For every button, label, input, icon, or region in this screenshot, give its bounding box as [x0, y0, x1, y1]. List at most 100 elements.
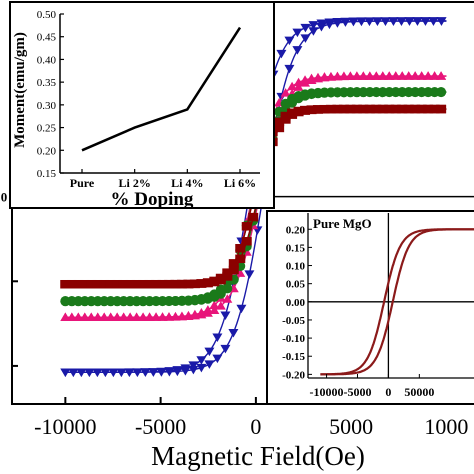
pure-mgo-y-tick-label: -0.15 — [282, 351, 305, 363]
data-point — [73, 279, 84, 289]
data-point — [340, 17, 351, 27]
data-point — [92, 279, 103, 289]
data-point — [66, 312, 77, 322]
data-point — [118, 312, 129, 321]
data-point — [112, 279, 123, 289]
data-point — [86, 312, 97, 322]
data-point — [308, 27, 319, 36]
data-point — [423, 104, 434, 114]
data-point — [319, 104, 330, 114]
data-point — [358, 104, 369, 114]
doping-inset-chart: 0.15 0.20 0.25 0.30 0.35 0.40 0.45 0.50 Pure Li … — [9, 1, 275, 210]
data-point — [412, 17, 423, 26]
data-point — [403, 71, 414, 80]
data-point — [140, 368, 151, 377]
data-point — [364, 17, 375, 26]
pure-mgo-x-tick-label: -5000 — [343, 385, 371, 399]
data-point — [76, 368, 87, 378]
data-point — [241, 222, 252, 231]
data-point — [316, 19, 327, 28]
data-point — [99, 279, 110, 289]
data-point — [204, 347, 215, 357]
data-point — [105, 279, 116, 289]
main-x-tick-label: -10000 — [34, 414, 96, 439]
data-point — [215, 284, 226, 295]
data-point — [390, 71, 401, 80]
data-point — [280, 88, 291, 97]
data-point — [196, 356, 207, 365]
data-point — [429, 71, 440, 80]
data-point — [236, 304, 247, 314]
data-point — [157, 312, 168, 321]
data-point — [356, 17, 367, 26]
data-point — [138, 279, 149, 289]
data-point — [287, 81, 298, 91]
pure-mgo-inset-chart: 0.20 0.15 0.10 0.05 0.00 -0.05 -0.10 -0.15 -0.20… — [266, 210, 474, 405]
doping-inset-x-tick-label: Li 4% — [171, 176, 203, 190]
data-point — [248, 212, 259, 222]
data-point — [377, 104, 388, 114]
data-point — [108, 368, 119, 377]
data-point — [332, 104, 343, 114]
data-point — [209, 300, 220, 309]
data-point — [428, 17, 439, 26]
data-point — [397, 104, 408, 114]
data-point — [338, 104, 349, 114]
data-point — [151, 312, 162, 321]
data-point — [292, 28, 303, 38]
data-point — [68, 368, 79, 378]
data-point — [410, 71, 421, 80]
data-point — [138, 312, 149, 321]
data-point — [319, 72, 330, 81]
data-point — [172, 366, 183, 375]
data-point — [345, 71, 356, 80]
main-series-triangle-down — [60, 17, 447, 378]
pure-mgo-y-tick-label: 0.00 — [286, 297, 306, 309]
data-point — [202, 278, 213, 287]
doping-inset-x-label: % Doping — [111, 189, 194, 210]
data-point — [404, 17, 415, 26]
data-point — [384, 104, 395, 114]
data-point — [188, 365, 199, 375]
data-point — [164, 367, 175, 376]
pure-mgo-y-tick-label: 0.15 — [286, 242, 306, 254]
doping-inset-series — [81, 26, 242, 152]
data-point — [220, 344, 231, 354]
main-x-tick-label: -5000 — [135, 414, 186, 439]
data-point — [325, 71, 336, 81]
data-point — [202, 305, 213, 314]
data-point — [384, 71, 395, 80]
pure-mgo-x-tick-label: -10000 — [310, 385, 344, 399]
doping-inset-y-tick-label: 0.50 — [37, 9, 57, 21]
data-point — [371, 104, 382, 114]
data-point — [287, 108, 298, 118]
data-point — [436, 71, 447, 80]
data-point — [180, 364, 191, 373]
data-point — [156, 367, 167, 377]
data-point — [73, 312, 84, 322]
pure-mgo-x-tick-label: 0 — [385, 385, 391, 399]
data-point — [60, 312, 71, 322]
data-point — [188, 361, 199, 370]
pure-mgo-y-tick-label: -0.10 — [282, 333, 305, 345]
data-point — [176, 279, 187, 289]
pure-mgo-y-tick-label: 0.05 — [286, 279, 306, 291]
data-point — [423, 71, 434, 80]
doping-inset-y-tick-label: 0.35 — [37, 77, 57, 89]
pure-mgo-inset-series — [320, 228, 474, 376]
data-point — [151, 279, 162, 289]
data-point — [144, 279, 155, 289]
data-point — [436, 104, 447, 114]
data-point — [429, 104, 440, 114]
pure-mgo-x-tick-label: 50000 — [404, 385, 434, 399]
data-point — [348, 17, 359, 27]
doping-inset-axes — [59, 14, 260, 174]
data-point — [292, 46, 303, 55]
data-point — [196, 279, 207, 288]
data-point — [403, 104, 414, 114]
doping-inset-y-ticks: 0.15 0.20 0.25 0.30 0.35 0.40 0.45 0.50 — [37, 9, 64, 180]
data-point — [436, 87, 447, 98]
data-point — [144, 312, 155, 321]
data-point — [300, 34, 311, 43]
data-point — [79, 279, 90, 289]
